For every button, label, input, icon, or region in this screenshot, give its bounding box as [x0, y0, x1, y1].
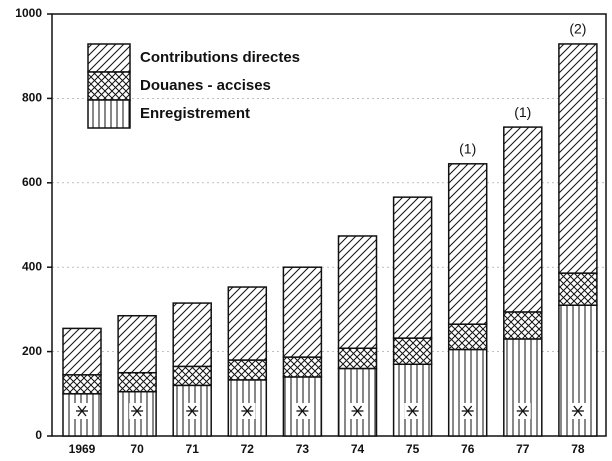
bar-segment	[503, 126, 543, 313]
bar-segment	[282, 266, 323, 358]
bar-segment	[558, 272, 598, 306]
annotation: (2)	[569, 21, 586, 37]
asterisk	[242, 405, 252, 417]
asterisk	[187, 405, 197, 417]
bar-segment	[172, 365, 212, 387]
bar-segment	[503, 311, 543, 340]
bar-segment	[558, 43, 598, 274]
y-tick-label: 0	[35, 428, 42, 442]
asterisk	[408, 405, 418, 417]
bar-segment	[337, 367, 378, 437]
x-tick-label: 1969	[69, 442, 96, 456]
x-tick-label: 71	[186, 442, 200, 456]
y-tick-label: 800	[22, 91, 42, 105]
y-tick-label: 600	[22, 175, 42, 189]
legend-label: Enregistrement	[140, 105, 250, 122]
bar-segment	[117, 314, 157, 374]
bar-segment	[503, 338, 543, 437]
bar-segment	[227, 359, 268, 381]
y-tick-label: 1000	[15, 6, 42, 20]
asterisk	[463, 405, 473, 417]
bar-segment	[392, 196, 433, 339]
x-tick-label: 70	[130, 442, 144, 456]
legend-label: Douanes - accises	[140, 77, 271, 94]
asterisk	[297, 405, 307, 417]
bar-segment	[282, 356, 323, 378]
x-tick-label: 72	[241, 442, 255, 456]
bar-segment	[392, 337, 433, 366]
legend-swatch	[87, 43, 131, 73]
bar-segment	[447, 348, 488, 437]
bar-segment	[282, 376, 323, 437]
annotation: (1)	[459, 141, 476, 157]
asterisk	[518, 405, 528, 417]
asterisk	[352, 405, 363, 417]
bar-segment	[227, 286, 268, 361]
y-tick-label: 400	[22, 259, 42, 273]
asterisk	[77, 405, 87, 417]
x-tick-label: 75	[406, 442, 420, 456]
bar-segment	[62, 374, 102, 395]
legend-swatch	[87, 99, 131, 129]
bar-segment	[392, 363, 433, 437]
asterisk	[132, 405, 142, 417]
x-tick-label: 74	[351, 442, 365, 456]
asterisk	[573, 405, 583, 417]
x-tick-label: 73	[296, 442, 310, 456]
y-tick-label: 200	[22, 344, 42, 358]
legend-swatch	[87, 71, 131, 101]
bar-segment	[447, 323, 488, 351]
bar-segment	[117, 371, 157, 393]
annotation: (1)	[514, 104, 531, 120]
legend-label: Contributions directes	[140, 49, 300, 66]
bar-segment	[172, 302, 212, 368]
x-tick-label: 78	[571, 442, 585, 456]
x-tick-label: 77	[516, 442, 530, 456]
plot-frame	[51, 13, 607, 437]
x-tick-label: 76	[461, 442, 475, 456]
bar-segment	[62, 327, 102, 376]
bar-segment	[337, 235, 378, 349]
bar-segment	[447, 163, 488, 325]
bar-segment	[337, 347, 378, 370]
